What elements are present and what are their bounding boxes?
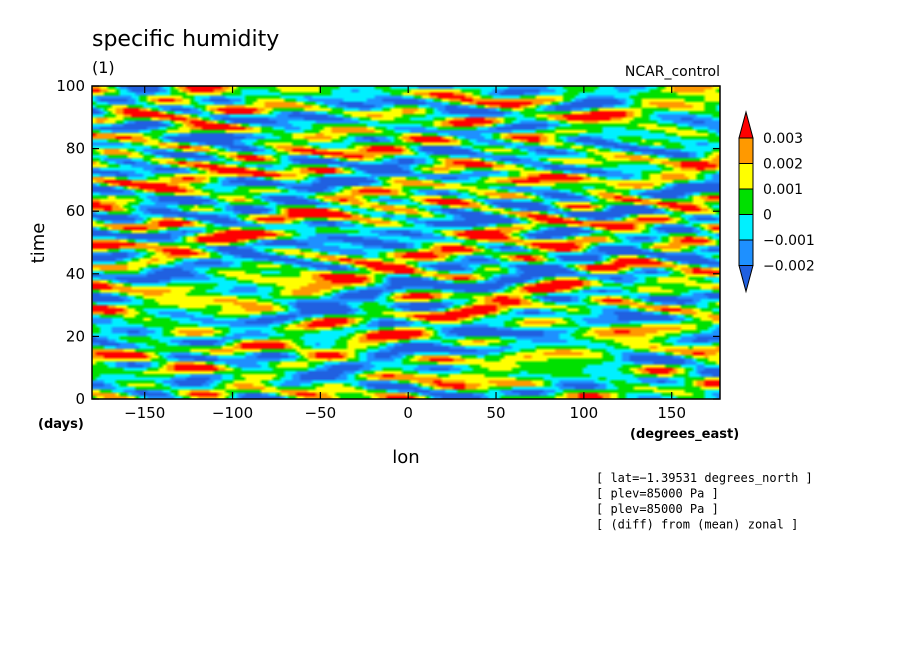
y-axis-label: time (28, 223, 49, 264)
y-axis: 0 20 40 60 80 100 (56, 77, 720, 408)
y-tick-label: 0 (75, 390, 85, 408)
note-line: [ plev=85000 Pa ] (596, 487, 719, 501)
plot-frame (91, 85, 721, 400)
chart-title: specific humidity (92, 27, 279, 52)
y-tick-label: 40 (66, 265, 85, 283)
colorbar-segment (738, 163, 754, 190)
colorbar-label: 0.003 (763, 131, 803, 147)
colorbar-label: −0.002 (763, 259, 815, 275)
contour-field (92, 86, 720, 399)
x-tick-label: 150 (657, 404, 686, 422)
x-axis: −150 −100 −50 0 50 100 150 (124, 86, 686, 422)
colorbar-label: −0.001 (763, 233, 815, 249)
x-axis-label: lon (392, 447, 419, 468)
x-tick-label: 50 (486, 404, 505, 422)
x-tick-label: −150 (124, 404, 165, 422)
x-tick-label: 100 (570, 404, 599, 422)
notes-block: [ lat=−1.39531 degrees_north ] [ plev=850… (596, 471, 813, 532)
y-tick-label: 100 (56, 77, 85, 95)
plot-area (91, 85, 721, 400)
y-tick-label: 80 (66, 140, 85, 158)
note-line: [ lat=−1.39531 degrees_north ] (596, 471, 813, 485)
dataset-label: NCAR_control (625, 64, 720, 80)
y-tick-label: 60 (66, 202, 85, 220)
colorbar-min-arrow (738, 265, 754, 294)
colorbar-label: 0.002 (763, 157, 803, 173)
y-tick-label: 20 (66, 327, 85, 345)
colorbar-max-arrow (738, 110, 754, 139)
colorbar-label: 0.001 (763, 182, 803, 198)
colorbar-segment (738, 214, 754, 241)
chart-subtitle: (1) (92, 58, 115, 77)
note-line: [ plev=85000 Pa ] (596, 502, 719, 516)
colorbar-segment (738, 188, 754, 215)
x-tick-label: 0 (403, 404, 413, 422)
colorbar-label: 0 (763, 208, 772, 224)
colorbar: 0.003 0.002 0.001 0 −0.001 −0.002 (738, 110, 815, 294)
colorbar-segment (738, 239, 754, 266)
x-tick-label: −50 (305, 404, 337, 422)
x-tick-label: −100 (212, 404, 253, 422)
y-units-label: (days) (38, 417, 84, 432)
x-units-label: (degrees_east) (630, 427, 739, 442)
colorbar-segment (738, 137, 754, 164)
note-line: [ (diff) from (mean) zonal ] (596, 518, 798, 532)
